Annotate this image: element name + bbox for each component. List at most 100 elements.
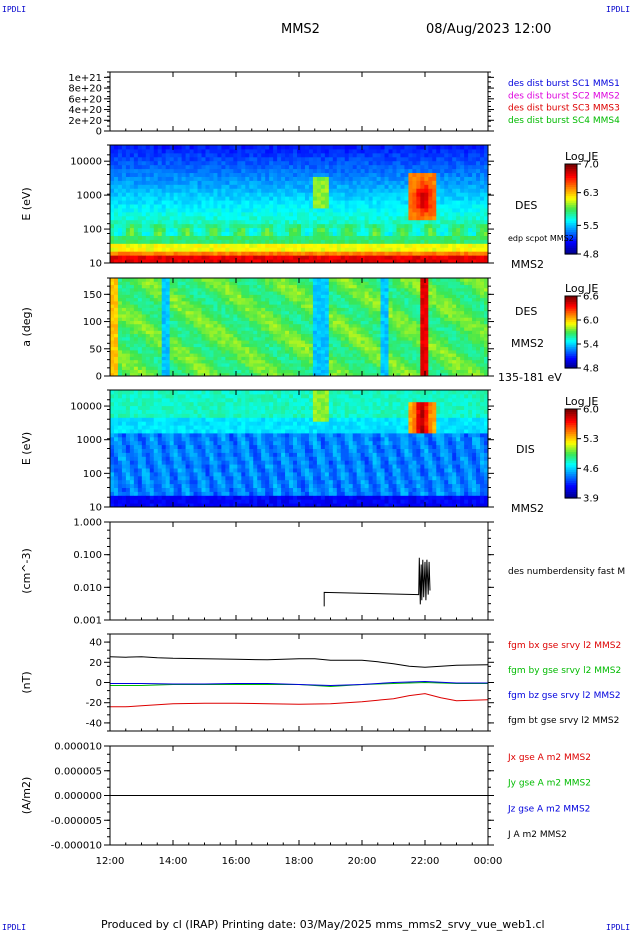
heatmap-cell	[249, 223, 254, 229]
heatmap-cell	[205, 281, 210, 286]
heatmap-cell	[253, 294, 258, 299]
heatmap-cell	[165, 291, 171, 295]
heatmap-cell	[189, 369, 195, 374]
heatmap-cell	[332, 172, 338, 177]
heatmap-cell	[408, 219, 413, 225]
heatmap-cell	[281, 207, 286, 213]
heatmap-cell	[336, 227, 342, 233]
heatmap-cell	[480, 219, 485, 225]
heatmap-cell	[344, 152, 350, 158]
heatmap-cell	[257, 346, 262, 351]
heatmap-cell	[464, 156, 469, 162]
heatmap-cell	[344, 294, 350, 299]
heatmap-cell	[257, 349, 262, 354]
heatmap-cell	[456, 204, 461, 209]
heatmap-cell	[277, 164, 282, 170]
heatmap-cell	[265, 215, 270, 221]
heatmap-cell	[432, 207, 437, 213]
heatmap-cell	[392, 227, 397, 233]
heatmap-cell	[153, 307, 159, 312]
heatmap-cell	[273, 281, 278, 286]
heatmap-cell	[205, 156, 210, 162]
heatmap-cell	[297, 281, 302, 286]
heatmap-cell	[173, 304, 179, 308]
heatmap-cell	[289, 359, 294, 364]
heatmap-cell	[157, 192, 163, 197]
heatmap-cell	[253, 353, 258, 357]
heatmap-cell	[289, 304, 294, 308]
heatmap-cell	[424, 235, 429, 240]
heatmap-cell	[257, 327, 262, 331]
heatmap-cell	[304, 148, 310, 154]
heatmap-cell	[265, 176, 270, 181]
heatmap-cell	[372, 192, 378, 197]
heatmap-cell	[141, 227, 147, 233]
heatmap-cell	[121, 176, 127, 181]
heatmap-cell	[265, 313, 270, 318]
heatmap-cell	[237, 284, 242, 289]
heatmap-cell	[269, 362, 274, 367]
heatmap-cell	[241, 369, 246, 374]
heatmap-cell	[141, 330, 147, 335]
heatmap-cell	[400, 239, 405, 244]
heatmap-cell	[273, 284, 278, 289]
heatmap-cell	[348, 211, 354, 217]
heatmap-cell	[129, 180, 135, 185]
heatmap-cell	[408, 196, 413, 201]
heatmap-cell	[225, 231, 230, 236]
heatmap-cell	[448, 219, 453, 225]
heatmap-cell	[360, 297, 366, 302]
heatmap-cell	[320, 297, 326, 302]
heatmap-cell	[416, 164, 421, 170]
heatmap-cell	[316, 320, 322, 325]
heatmap-cell	[169, 323, 175, 328]
heatmap-cell	[129, 156, 135, 162]
heatmap-cell	[368, 196, 374, 201]
heatmap-cell	[201, 359, 206, 364]
heatmap-cell	[281, 156, 286, 162]
heatmap-cell	[265, 239, 270, 244]
heatmap-cell	[177, 366, 183, 370]
heatmap-cell	[149, 231, 155, 236]
heatmap-cell	[285, 156, 290, 162]
heatmap-cell	[245, 291, 250, 295]
heatmap-cell	[297, 287, 302, 292]
heatmap-cell	[388, 239, 394, 244]
heatmap-cell	[141, 156, 147, 162]
heatmap-cell	[281, 215, 286, 221]
heatmap-cell	[320, 366, 326, 370]
heatmap-cell	[257, 330, 262, 335]
heatmap-cell	[281, 300, 286, 305]
heatmap-cell	[265, 359, 270, 364]
heatmap-cell	[193, 156, 199, 162]
heatmap-cell	[304, 304, 310, 308]
heatmap-cell	[464, 211, 469, 217]
heatmap-cell	[237, 239, 242, 244]
heatmap-cell	[209, 304, 214, 308]
heatmap-cell	[221, 353, 226, 357]
colorbar-swatch	[565, 179, 577, 183]
heatmap-cell	[209, 145, 214, 150]
heatmap-cell	[476, 160, 481, 166]
heatmap-cell	[237, 223, 242, 229]
heatmap-cell	[189, 219, 195, 225]
heatmap-cell	[181, 227, 187, 233]
y-tick-label: 6e+20	[68, 94, 102, 105]
heatmap-cell	[464, 259, 469, 264]
heatmap-cell	[133, 211, 139, 217]
heatmap-cell	[316, 235, 322, 240]
heatmap-cell	[177, 255, 183, 260]
heatmap-cell	[217, 340, 222, 344]
heatmap-cell	[424, 160, 429, 166]
heatmap-cell	[436, 172, 441, 177]
heatmap-cell	[141, 349, 147, 354]
heatmap-cell	[161, 336, 167, 341]
heatmap-cell	[110, 281, 115, 286]
heatmap-cell	[332, 327, 338, 331]
heatmap-cell	[293, 343, 298, 348]
heatmap-cell	[149, 333, 155, 338]
heatmap-cell	[289, 227, 294, 233]
heatmap-cell	[173, 145, 179, 150]
heatmap-cell	[161, 235, 167, 240]
heatmap-cell	[312, 340, 318, 344]
